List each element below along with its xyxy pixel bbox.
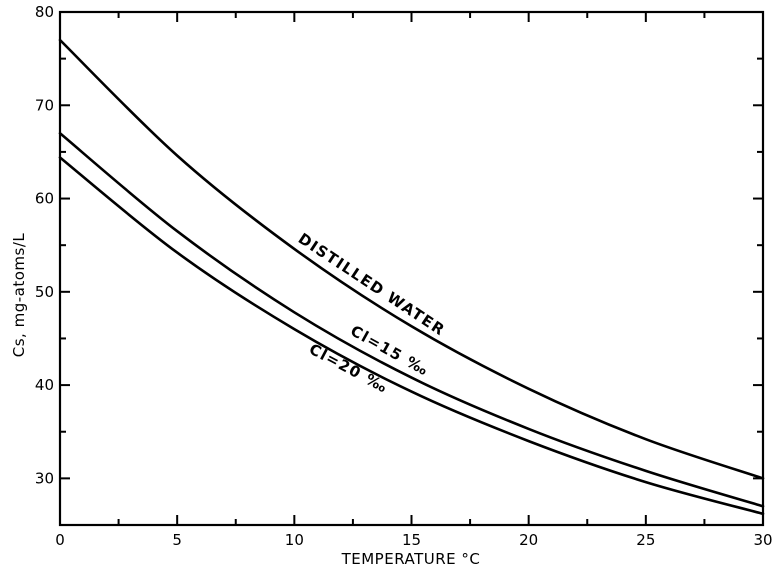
plot-frame — [58, 10, 765, 527]
y-tick-label: 30 — [35, 469, 54, 487]
y-tick-label: 70 — [35, 96, 54, 114]
y-tick-label: 40 — [35, 376, 54, 394]
series-line — [58, 156, 765, 516]
x-axis-title: TEMPERATURE °C — [341, 550, 481, 568]
series-line — [58, 38, 765, 480]
y-tick-label: 60 — [35, 190, 54, 208]
y-tick-label: 50 — [35, 283, 54, 301]
x-tick-label: 0 — [55, 531, 65, 549]
ticks-layer: 0 5 10 15 20 25 30 30 40 50 60 70 80 — [35, 3, 773, 549]
labels-layer: TEMPERATURE °C Cs, mg-atoms/L — [10, 233, 480, 568]
y-axis-title: Cs, mg-atoms/L — [10, 233, 28, 358]
x-tick-label: 10 — [285, 531, 304, 549]
x-tick-label: 5 — [172, 531, 182, 549]
series-label: DISTILLED WATER — [295, 229, 449, 339]
axes-layer — [58, 10, 765, 527]
x-tick-label: 25 — [636, 531, 655, 549]
x-tick-label: 15 — [402, 531, 421, 549]
x-tick-label: 30 — [753, 531, 772, 549]
y-tick-label: 80 — [35, 3, 54, 21]
series-line — [58, 132, 765, 508]
x-tick-label: 20 — [519, 531, 538, 549]
